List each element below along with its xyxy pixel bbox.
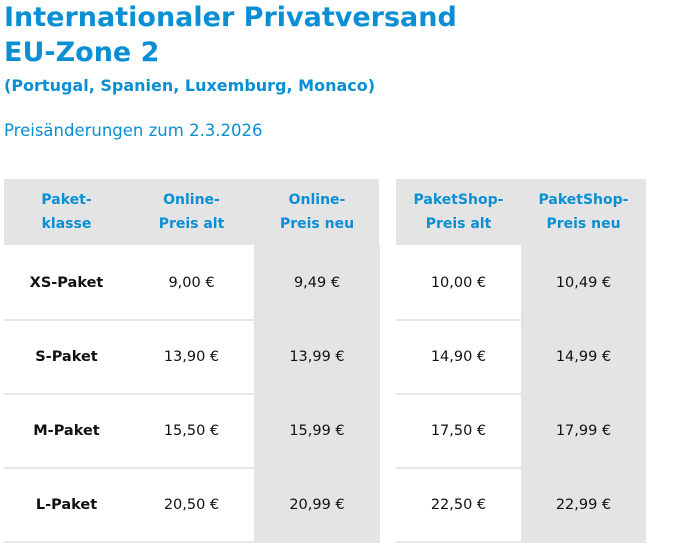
countries-subtitle: (Portugal, Spanien, Luxemburg, Monaco) — [4, 76, 376, 95]
table-cell: 13,90 € — [163, 349, 220, 365]
table-cell: 15,99 € — [289, 423, 345, 439]
table-cell: 14,90 € — [430, 349, 487, 365]
row-separator — [4, 541, 254, 543]
table-cell: 22,50 € — [430, 497, 487, 513]
table-cell: 17,99 € — [555, 423, 612, 439]
row-separator — [4, 467, 254, 469]
column-header-package-class: Paket- klasse — [41, 192, 92, 232]
column-header-shop-old: PaketShop- Preis alt — [413, 192, 504, 232]
row-separator — [4, 393, 254, 395]
shop-new-column-shade — [521, 245, 646, 543]
table-cell: 13,99 € — [289, 349, 345, 365]
table-row-label: S-Paket — [35, 349, 98, 365]
column-header-online-old: Online- Preis alt — [158, 192, 225, 232]
table-row-label: L-Paket — [35, 497, 98, 513]
table-cell: 22,99 € — [555, 497, 612, 513]
table-cell: 9,49 € — [293, 275, 341, 291]
table-cell: 10,49 € — [555, 275, 612, 291]
table-cell: 9,00 € — [168, 275, 215, 291]
table-header-background — [396, 179, 646, 245]
price-change-date: Preisänderungen zum 2.3.2026 — [4, 121, 263, 140]
table-header-background — [4, 179, 379, 245]
row-separator — [4, 319, 254, 321]
table-cell: 14,99 € — [555, 349, 612, 365]
table-row-label: XS-Paket — [29, 275, 104, 291]
column-header-online-new: Online- Preis neu — [279, 192, 355, 232]
row-separator — [396, 393, 521, 395]
table-cell: 17,50 € — [430, 423, 487, 439]
online-new-column-shade — [254, 245, 380, 543]
table-cell: 20,99 € — [289, 497, 345, 513]
column-header-shop-new: PaketShop- Preis neu — [538, 192, 629, 232]
table-cell: 10,00 € — [430, 275, 487, 291]
row-separator — [396, 319, 521, 321]
page-title-line-2: EU-Zone 2 — [4, 37, 160, 68]
table-row-label: M-Paket — [33, 423, 100, 439]
table-cell: 15,50 € — [163, 423, 220, 439]
table-cell: 20,50 € — [163, 497, 220, 513]
row-separator — [396, 467, 521, 469]
row-separator — [396, 541, 521, 543]
page-title-line-1: Internationaler Privatversand — [4, 2, 457, 33]
